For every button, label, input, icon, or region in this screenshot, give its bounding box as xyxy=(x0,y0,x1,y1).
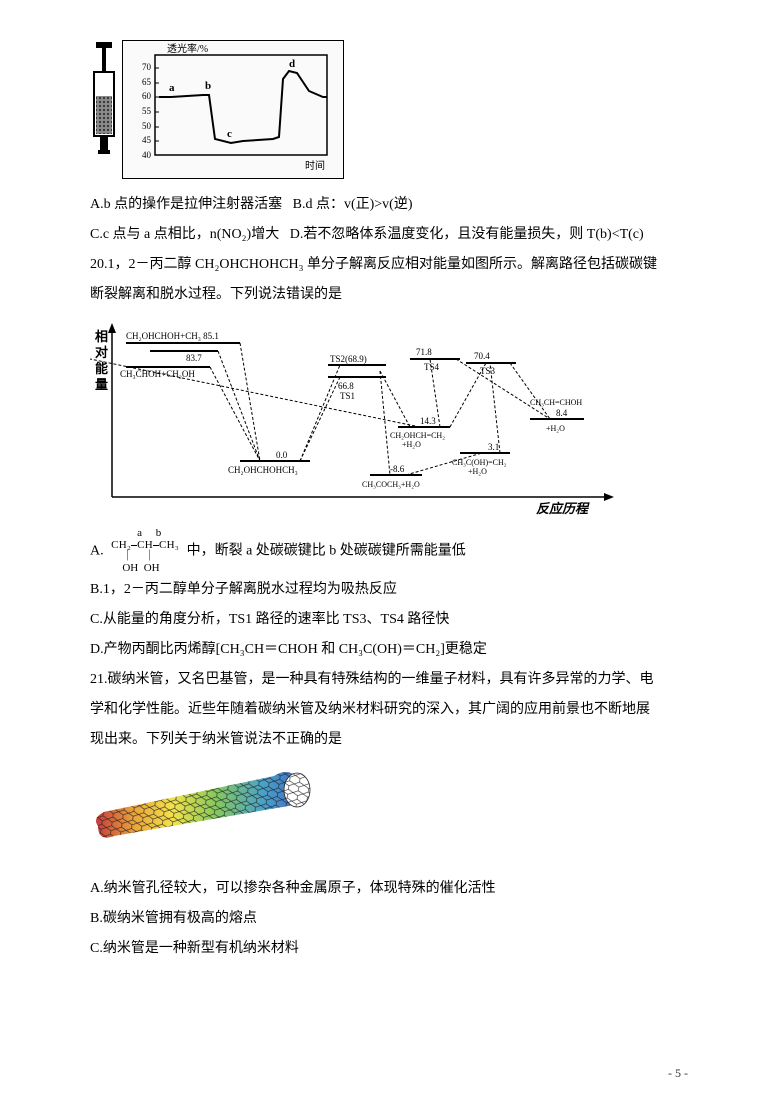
svg-text:TS3: TS3 xyxy=(480,366,496,376)
svg-text:TS2(68.9): TS2(68.9) xyxy=(330,354,367,364)
svg-text:60: 60 xyxy=(142,91,152,101)
q20-opt-c: C.从能量的角度分析，TS1 路径的速率比 TS3、TS4 路径快 xyxy=(90,606,690,634)
svg-text:a: a xyxy=(169,82,175,94)
q20-stem2: 断裂解离和脱水过程。下列说法错误的是 xyxy=(90,281,690,309)
svg-text:CH₂OHCHOH+CH₃ 85.1: CH₂OHCHOH+CH₃ 85.1 xyxy=(126,331,219,341)
q20-formula: a b CH₂CHCH₃ ｜ ｜ OH OH xyxy=(108,528,182,574)
svg-text:66.8: 66.8 xyxy=(338,381,354,391)
svg-text:70.4: 70.4 xyxy=(474,351,490,361)
svg-text:CH₃CH=CHOH: CH₃CH=CHOH xyxy=(530,398,582,407)
energy-diagram: 相 对 能 量 反应历程 CH₂OHCHOH+CH₃ 85.1 83.7 CH₃… xyxy=(90,317,690,522)
svg-text:CH₃CHOH+CH₂OH: CH₃CHOH+CH₂OH xyxy=(120,369,195,379)
q21-stem3: 现出来。下列关于纳米管说法不正确的是 xyxy=(90,726,690,754)
svg-text:+H₂O: +H₂O xyxy=(468,467,487,476)
svg-text:c: c xyxy=(227,128,232,140)
chart2-ylabel: 相 xyxy=(95,329,108,344)
svg-text:+H₂O: +H₂O xyxy=(402,440,421,449)
chart1-xlabel: 时间 xyxy=(305,159,325,172)
svg-text:55: 55 xyxy=(142,106,152,116)
svg-text:3.1: 3.1 xyxy=(488,442,499,452)
svg-text:量: 量 xyxy=(95,377,108,392)
svg-text:14.3: 14.3 xyxy=(420,416,436,426)
q20-opt-a: A. a b CH₂CHCH₃ ｜ ｜ OH OH 中，断裂 a 处碳碳键比 b… xyxy=(90,528,690,574)
chart2-xlabel: 反应历程 xyxy=(536,501,590,516)
syringe-icon xyxy=(90,40,118,160)
chart1-figure: 40 45 50 55 60 65 70 透光率/% 时间 xyxy=(90,40,690,179)
svg-text:40: 40 xyxy=(142,150,152,160)
svg-text:50: 50 xyxy=(142,121,152,131)
q19-opt-ab: A.b 点的操作是拉伸注射器活塞 B.d 点：v(正)>v(逆) xyxy=(90,191,690,219)
q21-opt-a: A.纳米管孔径较大，可以掺杂各种金属原子，体现特殊的催化活性 xyxy=(90,875,690,903)
svg-text:-8.6: -8.6 xyxy=(390,464,405,474)
q21-opt-c: C.纳米管是一种新型有机纳米材料 xyxy=(90,935,690,963)
svg-text:70: 70 xyxy=(142,62,152,72)
q20-stem1: 20.1，2－丙二醇 CH₂OHCHOHCH₃ 单分子解离反应相对能量如图所示。… xyxy=(90,251,690,279)
q20-opt-a-prefix: A. xyxy=(90,543,104,558)
svg-text:CH₃COCH₃+H₂O: CH₃COCH₃+H₂O xyxy=(362,480,420,489)
q21-opt-b: B.碳纳米管拥有极高的熔点 xyxy=(90,905,690,933)
svg-text:0.0: 0.0 xyxy=(276,450,288,460)
q20-opt-d: D.产物丙酮比丙烯醇[CH₃CH＝CHOH 和 CH₃C(OH)＝CH₂]更稳定 xyxy=(90,636,690,664)
q21-stem1: 21.碳纳米管，又名巴基管，是一种具有特殊结构的一维量子材料，具有许多异常的力学… xyxy=(90,666,690,694)
q19-opt-c: C.c 点与 a 点相比，n(NO₂)增大 xyxy=(90,227,279,242)
transmittance-chart: 40 45 50 55 60 65 70 透光率/% 时间 xyxy=(122,40,344,179)
svg-text:TS1: TS1 xyxy=(340,391,355,401)
svg-text:d: d xyxy=(289,58,295,70)
q20-opt-a-suffix: 中，断裂 a 处碳碳键比 b 处碳碳键所需能量低 xyxy=(187,543,466,558)
svg-text:对: 对 xyxy=(95,345,108,360)
svg-text:CH₂OHCHOHCH₃: CH₂OHCHOHCH₃ xyxy=(228,465,298,475)
q20-opt-b: B.1，2－丙二醇单分子解离脱水过程均为吸热反应 xyxy=(90,576,690,604)
svg-text:65: 65 xyxy=(142,77,152,87)
svg-text:能: 能 xyxy=(95,361,108,376)
page-number: - 5 - xyxy=(668,1066,688,1081)
q19-opt-d: D.若不忽略体系温度变化，且没有能量损失，则 T(b)<T(c) xyxy=(290,227,644,242)
q21-stem2: 学和化学性能。近些年随着碳纳米管及纳米材料研究的深入，其广阔的应用前景也不断地展 xyxy=(90,696,690,724)
svg-text:8.4: 8.4 xyxy=(556,408,568,418)
q19-opt-a: A.b 点的操作是拉伸注射器活塞 xyxy=(90,197,282,212)
q19-opt-b: B.d 点：v(正)>v(逆) xyxy=(293,197,413,212)
svg-text:b: b xyxy=(205,80,211,92)
svg-text:+H₂O: +H₂O xyxy=(546,424,565,433)
svg-text:CH₂OHCH=CH₂: CH₂OHCH=CH₂ xyxy=(390,431,445,440)
svg-text:71.8: 71.8 xyxy=(416,347,432,357)
chart1-ylabel: 透光率/% xyxy=(167,42,208,55)
q19-opt-cd: C.c 点与 a 点相比，n(NO₂)增大 D.若不忽略体系温度变化，且没有能量… xyxy=(90,221,690,249)
nanotube-figure xyxy=(90,764,690,865)
svg-text:83.7: 83.7 xyxy=(186,353,202,363)
svg-text:45: 45 xyxy=(142,135,152,145)
